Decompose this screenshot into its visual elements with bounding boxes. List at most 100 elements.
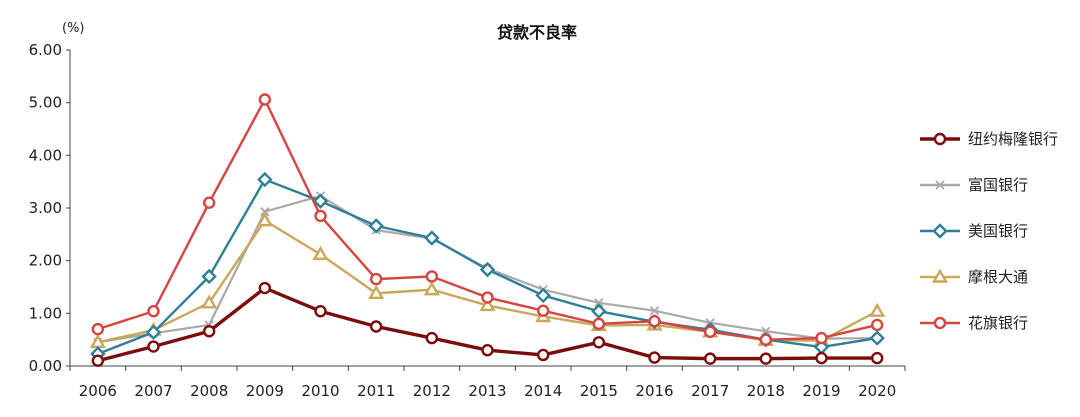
data-point [592,336,606,349]
y-tick-label: 4.00 [29,146,62,164]
data-point [147,340,160,353]
y-tick-label: 3.00 [29,199,62,217]
x-tick-label: 2013 [468,382,506,400]
x-tick-label: 2018 [747,382,785,400]
x-marker-stroke [935,180,945,190]
x-tick-label: 2012 [413,382,451,400]
chart-title: 贷款不良率 [497,23,577,42]
data-point [423,281,440,296]
data-point [759,333,773,346]
x-tick-label: 2007 [134,382,172,400]
data-point [425,270,439,283]
y-axis-unit-label: (%) [62,21,85,36]
legend-marker [932,223,948,239]
data-point [258,93,272,106]
data-point [481,291,494,304]
data-point [536,348,550,362]
data-point [703,325,717,338]
data-point [870,318,884,332]
x-marker-stroke [649,306,660,316]
data-point [649,306,660,316]
x-marker-stroke [594,298,604,308]
data-point [312,245,329,261]
data-point [91,322,105,336]
series-4 [91,93,884,346]
data-point [761,326,771,336]
axes: 0.00 1.00 2.00 3.00 4.00 5.00 6.00 2006 2007 2008… [29,41,906,400]
x-tick-label: 2014 [524,382,562,400]
series-0 [91,281,884,367]
x-tick-label: 2019 [802,382,840,400]
data-point [869,330,885,346]
legend-label: 摩根大通 [968,268,1028,286]
data-point [145,324,162,340]
y-tick-label: 1.00 [29,304,62,322]
data-point [592,317,606,331]
data-point [648,315,661,328]
data-point [368,284,385,300]
data-point [256,212,273,227]
legend-item-1: 富国银行 [920,176,1028,194]
legend-label: 花旗银行 [968,314,1028,332]
legend-label: 纽约梅隆银行 [968,130,1058,148]
y-tick-label: 2.00 [29,252,62,270]
data-point [201,268,217,285]
legend-label: 富国银行 [968,176,1028,194]
legend-marker [933,316,947,330]
x-tick-label: 2020 [858,382,896,400]
x-tick-label: 2008 [190,382,228,400]
data-point [147,305,160,318]
data-point [535,287,551,304]
data-point [425,331,439,345]
data-point [314,305,327,318]
data-point [257,171,273,188]
x-tick-label: 2011 [357,382,395,400]
data-point [594,298,604,308]
data-point [314,209,327,223]
legend-marker [935,180,945,190]
y-tick-label: 0.00 [29,357,62,375]
y-tick-label: 6.00 [29,41,62,59]
data-point [815,351,828,365]
legend-item-4: 花旗银行 [920,314,1028,332]
data-point [703,352,717,365]
data-point [815,331,828,345]
legend-marker [933,132,947,146]
x-marker-stroke [260,207,270,217]
data-point [424,230,440,246]
data-point [479,261,496,278]
legend-label: 美国银行 [968,222,1028,240]
legend-marker [931,268,949,283]
series-layer [89,93,886,367]
x-tick-label: 2017 [691,382,729,400]
data-point [648,351,661,364]
data-point [369,272,383,286]
data-point [479,297,496,312]
data-point [869,302,886,317]
data-point [201,294,218,309]
x-marker-stroke [761,326,771,336]
x-tick-label: 2010 [301,382,339,400]
legend-item-2: 美国银行 [920,222,1028,240]
legend-item-3: 摩根大通 [920,268,1028,286]
data-point [258,281,272,295]
x-tick-label: 2006 [79,382,117,400]
data-point [91,354,105,367]
data-point [368,218,384,234]
x-tick-label: 2015 [580,382,618,400]
data-point [260,207,270,217]
y-tick-label: 5.00 [29,94,62,112]
data-point [870,351,884,365]
data-point [202,325,216,338]
data-point [591,303,607,319]
series-line [97,219,878,344]
x-tick-label: 2016 [635,382,673,400]
data-point [202,196,216,209]
data-point [481,344,494,357]
data-point [536,304,550,317]
data-point [369,320,383,333]
legend-item-0: 纽约梅隆银行 [920,130,1058,148]
